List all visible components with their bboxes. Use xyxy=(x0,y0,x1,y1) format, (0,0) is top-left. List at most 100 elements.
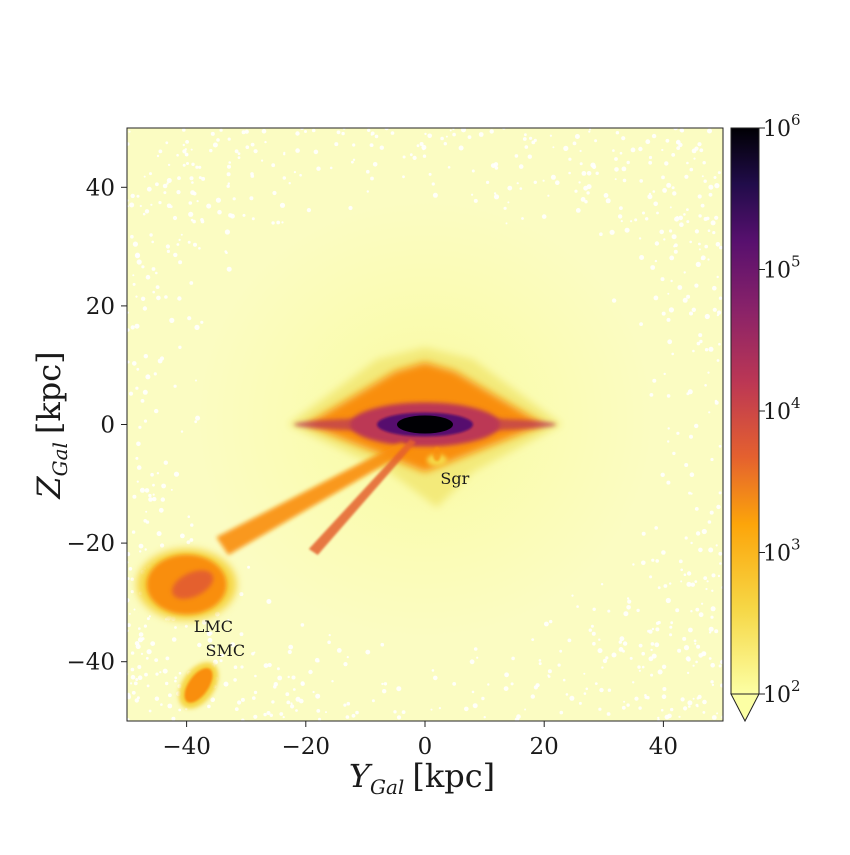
halo-speckle xyxy=(589,128,592,131)
halo-speckle xyxy=(300,623,305,627)
halo-speckle xyxy=(626,160,630,165)
halo-speckle xyxy=(700,203,705,208)
halo-speckle xyxy=(699,148,704,153)
halo-speckle xyxy=(647,629,650,633)
halo-speckle xyxy=(693,639,697,643)
halo-speckle xyxy=(346,656,349,659)
halo-speckle xyxy=(215,197,221,203)
halo-speckle xyxy=(216,138,220,142)
halo-speckle xyxy=(127,694,131,700)
halo-speckle xyxy=(657,718,660,721)
halo-speckle xyxy=(384,128,389,131)
halo-speckle xyxy=(253,651,256,654)
halo-speckle xyxy=(659,229,664,235)
halo-speckle xyxy=(167,703,173,709)
halo-speckle xyxy=(550,174,556,180)
halo-speckle xyxy=(266,599,272,604)
halo-speckle xyxy=(654,259,658,263)
halo-speckle xyxy=(652,190,656,193)
halo-speckle xyxy=(374,134,379,139)
halo-speckle xyxy=(152,290,155,294)
halo-speckle xyxy=(689,472,695,478)
halo-speckle xyxy=(653,295,659,301)
halo-speckle xyxy=(650,265,656,270)
halo-speckle xyxy=(623,700,626,703)
halo-speckle xyxy=(678,215,683,221)
halo-speckle xyxy=(390,131,395,135)
colorbar-tick-label: 106 xyxy=(763,111,801,142)
halo-speckle xyxy=(661,664,667,669)
halo-speckle xyxy=(282,716,285,719)
halo-speckle xyxy=(127,597,130,603)
halo-speckle xyxy=(252,696,256,700)
halo-speckle xyxy=(287,649,292,655)
halo-speckle xyxy=(290,704,295,709)
halo-speckle xyxy=(697,142,702,147)
halo-speckle xyxy=(549,619,553,624)
halo-speckle xyxy=(185,140,190,144)
halo-speckle xyxy=(591,631,596,636)
halo-speckle xyxy=(698,248,701,251)
halo-speckle xyxy=(187,240,191,244)
halo-speckle xyxy=(686,581,692,587)
halo-speckle xyxy=(533,138,537,142)
halo-speckle xyxy=(151,267,156,271)
halo-speckle xyxy=(584,200,588,204)
halo-speckle xyxy=(135,386,139,390)
halo-speckle xyxy=(694,507,699,511)
halo-speckle xyxy=(693,157,696,160)
halo-speckle xyxy=(704,384,707,387)
halo-speckle xyxy=(578,701,582,705)
halo-speckle xyxy=(193,242,197,247)
halo-speckle xyxy=(449,129,452,132)
halo-speckle xyxy=(696,644,701,649)
halo-speckle xyxy=(227,619,230,622)
halo-speckle xyxy=(650,642,655,646)
halo-speckle xyxy=(295,148,300,153)
halo-speckle xyxy=(139,487,145,493)
halo-speckle xyxy=(676,216,679,219)
halo-speckle xyxy=(150,641,156,646)
halo-speckle xyxy=(161,483,167,489)
halo-speckle xyxy=(130,651,135,655)
halo-speckle xyxy=(632,563,635,566)
halo-speckle xyxy=(191,181,194,184)
halo-speckle xyxy=(713,176,717,179)
halo-speckle xyxy=(145,274,151,280)
halo-speckle xyxy=(690,541,693,545)
halo-speckle xyxy=(652,378,657,383)
halo-speckle xyxy=(708,411,711,414)
x-tick-label: 0 xyxy=(418,734,433,760)
halo-speckle xyxy=(334,142,339,147)
halo-speckle xyxy=(132,241,138,247)
halo-speckle xyxy=(710,662,715,668)
halo-speckle xyxy=(370,133,373,136)
halo-speckle xyxy=(271,221,275,225)
x-axis: −40 −20 0 20 40 xyxy=(162,721,678,760)
halo-speckle xyxy=(285,692,290,697)
halo-speckle xyxy=(154,696,160,701)
halo-speckle xyxy=(648,155,653,160)
halo-speckle xyxy=(578,181,581,184)
halo-speckle xyxy=(541,214,547,219)
halo-speckle xyxy=(702,711,706,714)
halo-speckle xyxy=(695,261,701,267)
y-tick-label: 0 xyxy=(100,413,115,439)
halo-speckle xyxy=(710,606,716,612)
smc-blob xyxy=(184,668,213,703)
halo-speckle xyxy=(467,135,472,140)
halo-speckle xyxy=(524,145,529,149)
halo-speckle xyxy=(327,640,331,645)
halo-speckle xyxy=(422,147,425,151)
halo-speckle xyxy=(606,712,611,716)
halo-speckle xyxy=(144,548,147,551)
halo-speckle xyxy=(672,191,677,196)
halo-speckle xyxy=(207,704,211,709)
halo-speckle xyxy=(682,297,688,303)
halo-speckle xyxy=(687,700,693,706)
y-tick-label: 20 xyxy=(86,294,115,320)
halo-speckle xyxy=(365,649,371,655)
halo-speckle xyxy=(219,659,223,663)
halo-speckle xyxy=(149,233,153,237)
halo-speckle xyxy=(190,523,194,527)
